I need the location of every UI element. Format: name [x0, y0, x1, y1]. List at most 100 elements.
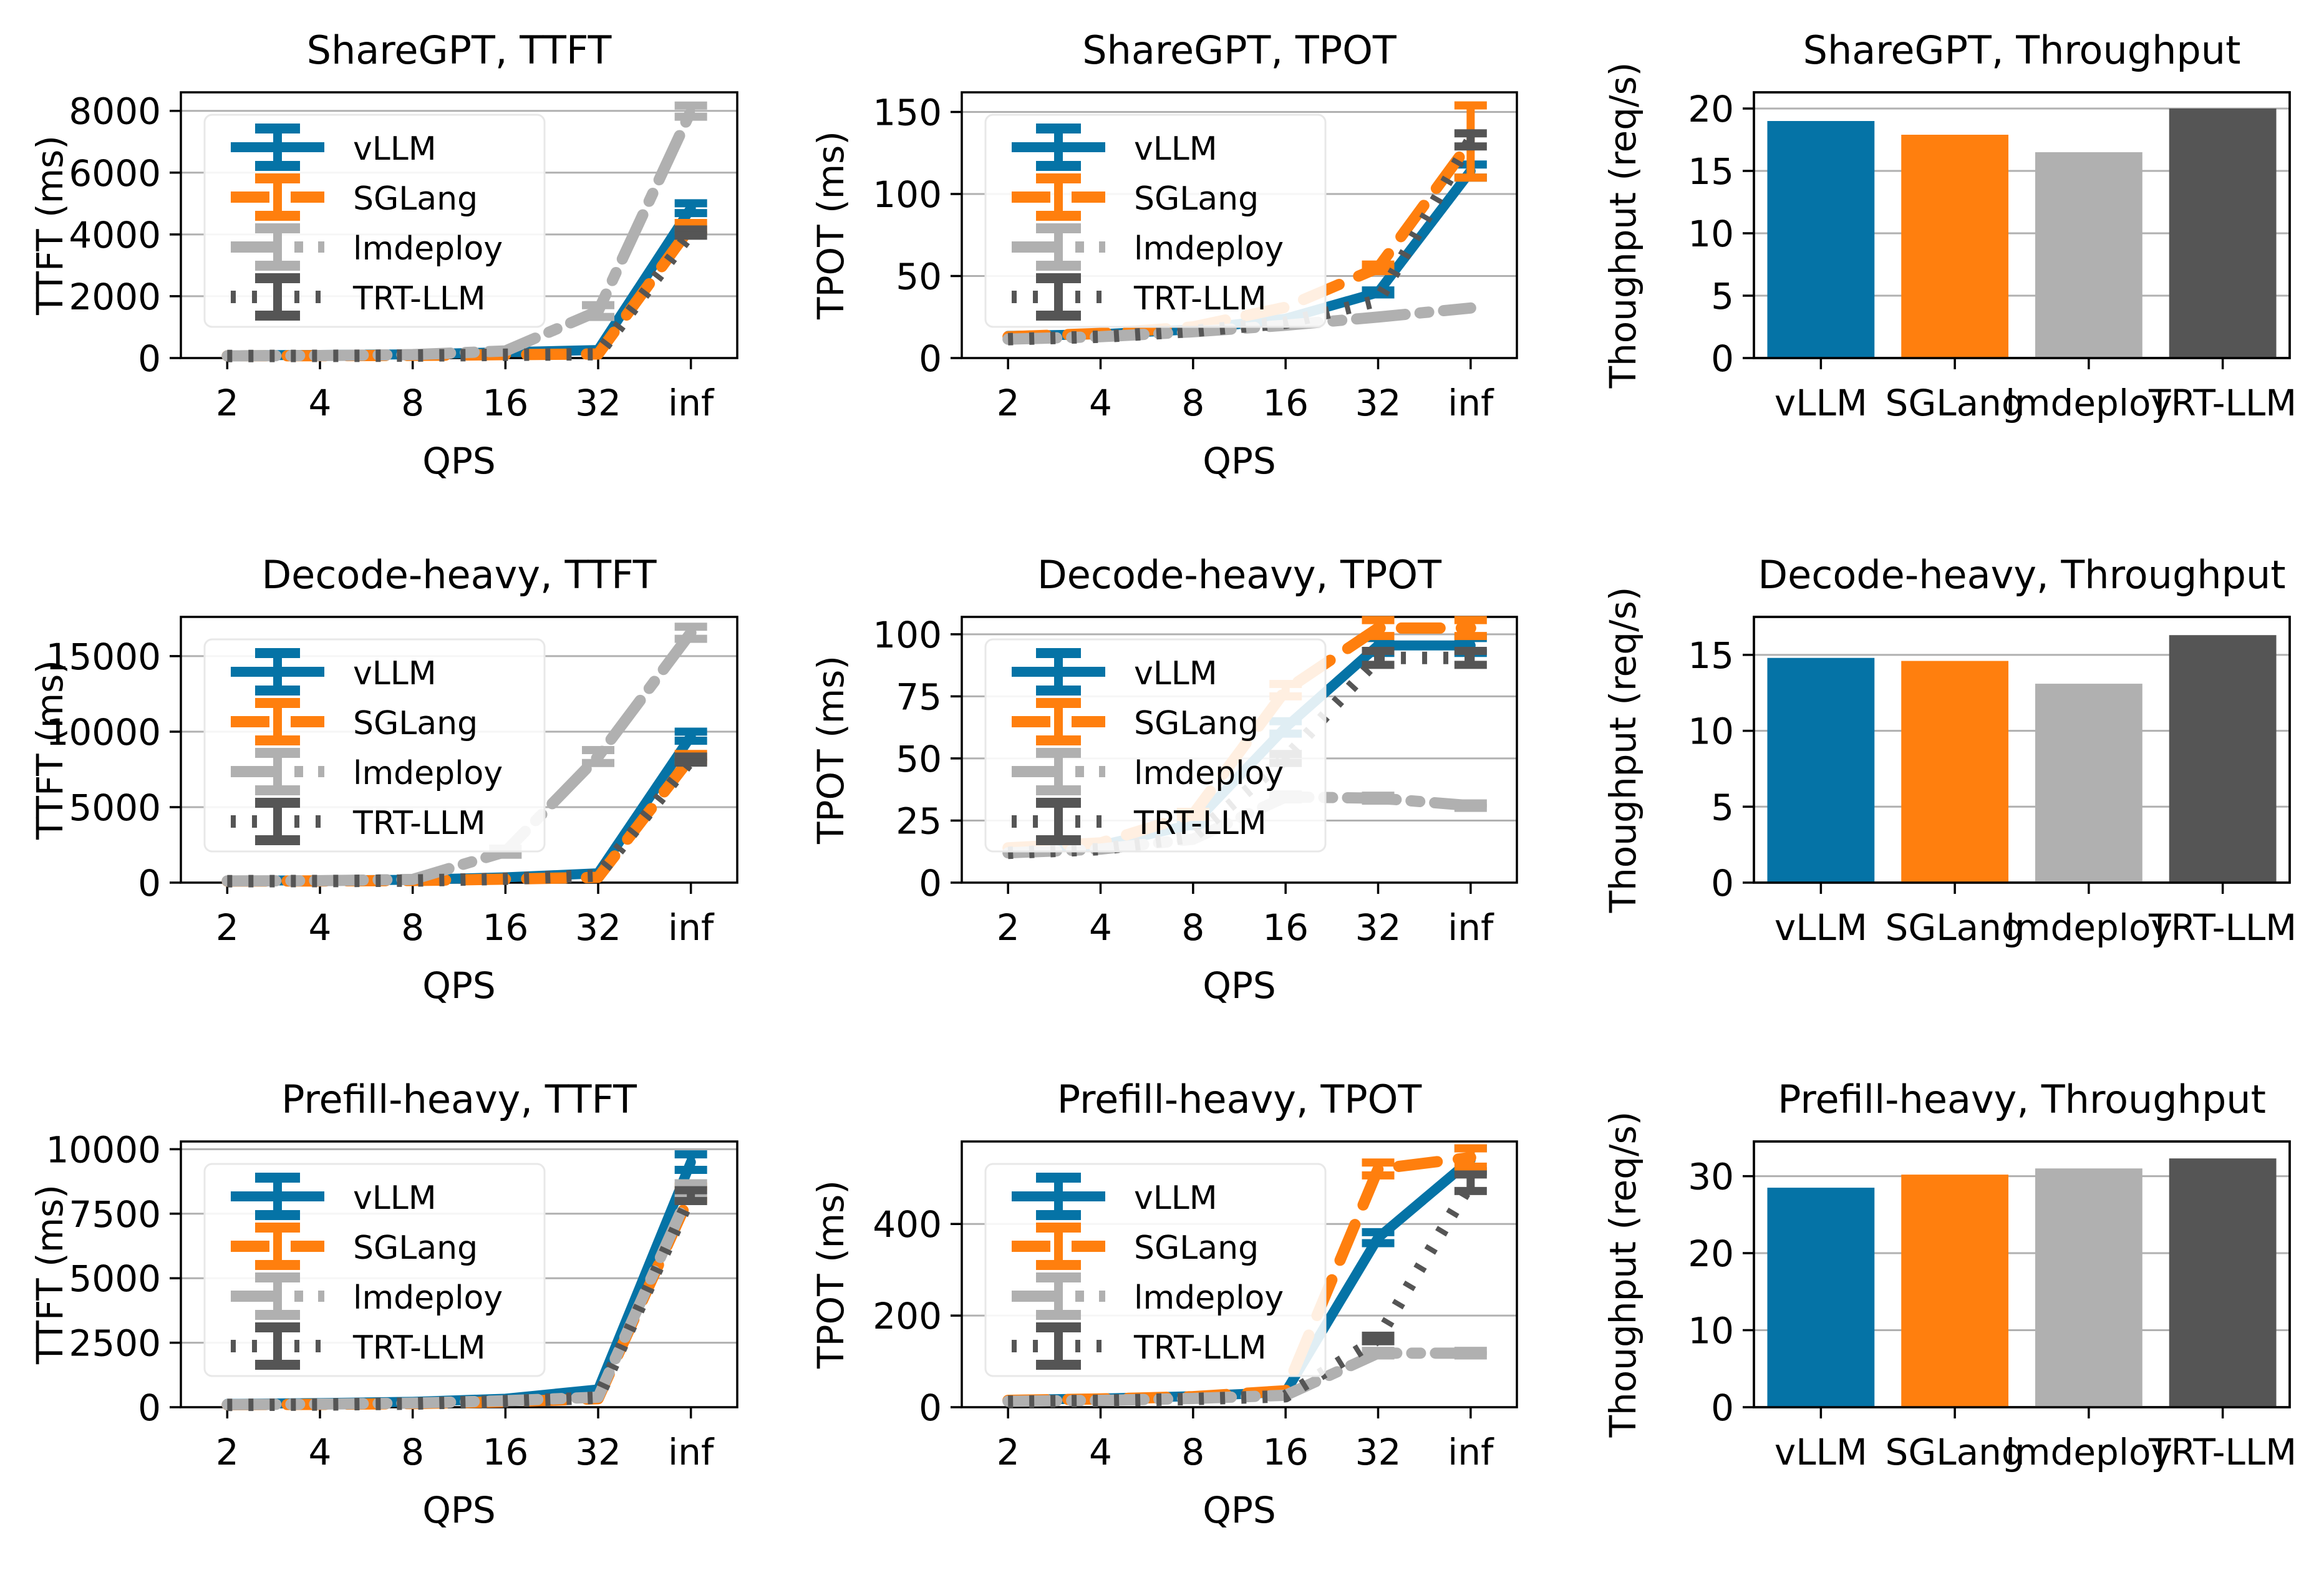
x-tick-label: SGLang [1886, 382, 2025, 424]
legend-label-vllm: vLLM [353, 130, 437, 168]
error-bar [674, 727, 707, 745]
chart-svg-decode-heavy-throughput: Decode-heavy, Throughput 0 5 10 15 Thoughput … [1602, 552, 2297, 949]
y-tick-label: 15 [1688, 150, 1734, 193]
error-bar [1362, 1228, 1395, 1248]
x-tick-label: lmdeploy [2005, 906, 2172, 949]
x-tick-label: 8 [1181, 1431, 1204, 1473]
chart-panel-prefill-heavy-throughput: Prefill-heavy, Throughput 0 10 20 30 Thoughpu… [1548, 1049, 2324, 1574]
y-axis-label-prefill-heavy-throughput: Thoughput (req/s) [1602, 1112, 1644, 1438]
x-tick-label: lmdeploy [2005, 382, 2172, 424]
y-tick-label: 8000 [69, 90, 161, 133]
bar-trt-llm [2169, 635, 2277, 883]
x-tick-label: 32 [575, 382, 621, 424]
legend-marker-lmdeploy [1012, 223, 1105, 271]
error-bar [1362, 792, 1395, 805]
axes-spines-decode-heavy-tpot [961, 616, 1518, 884]
y-axis-label-decode-heavy-ttft: TTFT (ms) [29, 660, 71, 840]
legend-sharegpt-ttft[interactable]: vLLM SGLang lmdeploy TRT-LLM [203, 114, 546, 328]
legend-label-lmdeploy: lmdeploy [353, 755, 503, 792]
legend-marker-sglang [1012, 173, 1105, 221]
series-lmdeploy [1002, 302, 1476, 345]
x-axis-label-prefill-heavy-ttft: QPS [422, 1489, 495, 1531]
x-tick-label: inf [1448, 1431, 1494, 1473]
legend-label-trt-llm: TRT-LLM [1133, 280, 1267, 317]
x-axis-label-sharegpt-tpot: QPS [1203, 440, 1276, 482]
bar-sglang [1901, 135, 2009, 358]
legend-marker-sglang [1012, 698, 1105, 745]
y-axis-prefill-heavy-throughput: 0 10 20 30 [1688, 1156, 1754, 1429]
axes-spines-sharegpt-tpot [961, 91, 1518, 359]
y-tick-label: 15000 [46, 636, 161, 678]
error-bar [582, 745, 614, 767]
legend-label-trt-llm: TRT-LLM [1133, 805, 1267, 842]
legend-marker-trt-llm [1012, 1322, 1105, 1370]
chart-panel-decode-heavy-ttft: Decode-heavy, TTFT 0 5000 10000 15000 TTFT (m… [0, 525, 775, 1050]
y-tick-label: 75 [896, 676, 942, 718]
chart-title-decode-heavy-tpot: Decode-heavy, TPOT [1037, 552, 1442, 598]
series-trt-llm [1008, 1170, 1487, 1408]
legend-prefill-heavy-tpot[interactable]: vLLM SGLang lmdeploy TRT-LLM [984, 1163, 1327, 1377]
chart-panel-sharegpt-throughput: ShareGPT, Throughput 0 5 10 15 20 Thoughput (r… [1548, 0, 2324, 525]
y-tick-label: 4000 [69, 214, 161, 256]
x-tick-label: 4 [309, 1431, 332, 1473]
x-axis-label-prefill-heavy-tpot: QPS [1203, 1489, 1276, 1531]
chart-title-prefill-heavy-ttft: Prefill-heavy, TTFT [281, 1077, 637, 1122]
y-tick-label: 5000 [69, 787, 161, 829]
error-bar [674, 225, 707, 240]
y-axis-prefill-heavy-ttft: 0 2500 5000 7500 10000 [46, 1128, 181, 1429]
error-bar [1362, 1331, 1395, 1345]
legend-decode-heavy-ttft[interactable]: vLLM SGLang lmdeploy TRT-LLM [203, 638, 546, 853]
error-bar [1362, 616, 1395, 641]
chart-panel-decode-heavy-throughput: Decode-heavy, Throughput 0 5 10 15 Thoughput … [1548, 525, 2324, 1050]
x-tick-label: 4 [309, 382, 332, 424]
error-bar [1454, 616, 1487, 641]
y-tick-label: 50 [896, 256, 942, 298]
x-tick-label: inf [668, 1431, 715, 1473]
x-tick-label: 8 [1181, 906, 1204, 949]
legend-prefill-heavy-ttft[interactable]: vLLM SGLang lmdeploy TRT-LLM [203, 1163, 546, 1377]
x-tick-label: inf [1448, 906, 1494, 949]
error-bar [1362, 647, 1395, 669]
bar-trt-llm [2169, 109, 2277, 358]
chart-svg-sharegpt-throughput: ShareGPT, Throughput 0 5 10 15 20 Thoughput (r… [1602, 27, 2297, 424]
x-tick-label: TRT-LLM [2148, 1431, 2297, 1473]
y-tick-label: 2000 [69, 276, 161, 318]
bar-lmdeploy [2035, 152, 2142, 358]
legend-marker-vllm [1012, 1173, 1105, 1220]
legend-label-lmdeploy: lmdeploy [1134, 1279, 1284, 1317]
series-trt-llm [227, 752, 707, 888]
y-axis-label-sharegpt-tpot: TPOT (ms) [810, 131, 852, 320]
y-axis-decode-heavy-throughput: 0 5 10 15 [1688, 634, 1754, 904]
legend-marker-vllm [231, 124, 324, 171]
legend-decode-heavy-tpot[interactable]: vLLM SGLang lmdeploy TRT-LLM [984, 638, 1327, 853]
legend-label-vllm: vLLM [353, 655, 437, 692]
y-tick-label: 10 [1688, 710, 1734, 753]
legend-sharegpt-tpot[interactable]: vLLM SGLang lmdeploy TRT-LLM [984, 114, 1327, 328]
y-axis-label-decode-heavy-throughput: Thoughput (req/s) [1602, 587, 1644, 914]
legend-label-sglang: SGLang [1134, 705, 1259, 742]
y-tick-label: 15 [1688, 634, 1734, 677]
y-tick-label: 200 [873, 1295, 942, 1337]
y-axis-prefill-heavy-tpot: 0 200 400 [873, 1203, 962, 1429]
chart-panel-prefill-heavy-ttft: Prefill-heavy, TTFT 0 2500 5000 7500 10000 TTF… [0, 1049, 775, 1574]
x-tick-label: lmdeploy [2005, 1431, 2172, 1473]
y-tick-label: 400 [873, 1203, 942, 1246]
error-bar [674, 752, 707, 767]
x-tick-label: 2 [216, 382, 239, 424]
chart-title-prefill-heavy-tpot: Prefill-heavy, TPOT [1057, 1077, 1423, 1122]
chart-title-decode-heavy-throughput: Decode-heavy, Throughput [1758, 552, 2285, 598]
y-tick-label: 0 [919, 1387, 942, 1429]
error-bar [1362, 1347, 1395, 1360]
y-tick-label: 0 [919, 862, 942, 904]
y-axis-sharegpt-tpot: 0 50 100 150 [873, 92, 962, 380]
chart-svg-sharegpt-tpot: ShareGPT, TPOT 0 50 100 150 TPOT (ms) 2 4 8 16 32 i… [810, 27, 1518, 482]
bar-vllm [1767, 657, 1875, 883]
y-tick-label: 0 [138, 862, 161, 904]
chart-title-decode-heavy-ttft: Decode-heavy, TTFT [261, 552, 657, 598]
x-axis-prefill-heavy-tpot: 2 4 8 16 32 inf [997, 1407, 1494, 1473]
legend-marker-trt-llm [231, 1322, 324, 1370]
legend-marker-sglang [231, 698, 324, 745]
legend-marker-lmdeploy [1012, 748, 1105, 795]
legend-label-sglang: SGLang [1134, 1229, 1259, 1267]
